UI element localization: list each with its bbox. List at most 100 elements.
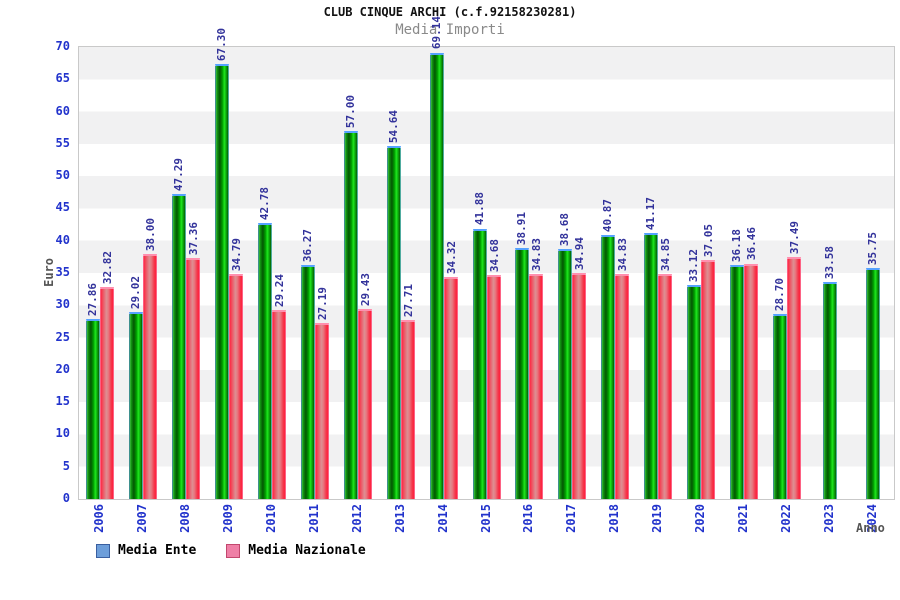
- y-tick-25: 25: [55, 329, 70, 344]
- value-label-media-ente-2016: 38.91: [515, 211, 529, 245]
- value-label-media-ente-2018: 40.87: [601, 198, 615, 233]
- x-tick-2014: 2014: [435, 504, 450, 533]
- bar-media-ente-2015: [472, 228, 487, 499]
- value-label-media-nazionale-2015: 34.68: [487, 238, 501, 273]
- bar-media-nazionale-2016: [529, 274, 544, 499]
- y-tick-45: 45: [55, 200, 70, 215]
- bar-media-nazionale-2009: [229, 274, 244, 499]
- value-label-media-ente-2008: 47.29: [172, 157, 186, 191]
- value-label-media-nazionale-2010: 29.24: [273, 274, 287, 308]
- value-label-media-ente-2012: 57.00: [343, 94, 357, 128]
- bar-media-nazionale-2008: [186, 257, 201, 499]
- bar-media-ente-2017: [558, 249, 573, 499]
- x-tick-2016: 2016: [521, 504, 536, 533]
- y-tick-0: 0: [62, 491, 70, 505]
- x-tick-2021: 2021: [735, 504, 750, 533]
- value-label-media-ente-2021: 36.18: [729, 229, 743, 263]
- y-tick-40: 40: [55, 232, 70, 247]
- x-tick-2008: 2008: [178, 504, 193, 533]
- y-tick-60: 60: [55, 103, 70, 118]
- bar-media-nazionale-2011: [314, 323, 329, 499]
- value-label-media-ente-2019: 41.17: [644, 197, 658, 231]
- bar-media-ente-2014: [429, 52, 444, 499]
- bar-media-nazionale-2017: [572, 273, 587, 499]
- value-label-media-nazionale-2006: 32.82: [101, 250, 115, 285]
- x-tick-2020: 2020: [692, 504, 707, 533]
- bar-media-ente-2019: [644, 233, 659, 499]
- value-label-media-ente-2006: 27.86: [86, 282, 100, 317]
- bar-media-ente-2012: [343, 130, 358, 499]
- bar-media-nazionale-2020: [700, 259, 715, 499]
- value-label-media-nazionale-2008: 37.36: [187, 221, 201, 255]
- value-label-media-nazionale-2021: 36.46: [744, 227, 758, 261]
- value-label-media-nazionale-2020: 37.05: [701, 223, 715, 257]
- bar-media-ente-2024: [865, 268, 880, 499]
- x-tick-2006: 2006: [92, 504, 107, 533]
- bar-media-ente-2022: [772, 313, 787, 499]
- chart-title: CLUB CINQUE ARCHI (c.f.92158230281): [323, 5, 577, 19]
- legend-label-media-nazionale: Media Nazionale: [248, 543, 366, 558]
- value-label-media-ente-2014: 69.14: [429, 16, 443, 50]
- bar-media-nazionale-2013: [400, 320, 415, 499]
- bar-media-ente-2007: [129, 311, 144, 499]
- value-label-media-nazionale-2013: 27.71: [401, 283, 415, 318]
- bar-media-nazionale-2019: [658, 273, 673, 499]
- y-tick-70: 70: [55, 39, 70, 53]
- bar-media-nazionale-2010: [272, 310, 287, 499]
- value-label-media-ente-2011: 36.27: [300, 228, 314, 262]
- chart-subtitle: Media Importi: [395, 22, 505, 38]
- x-tick-2012: 2012: [349, 504, 364, 533]
- value-label-media-nazionale-2011: 27.19: [315, 287, 329, 321]
- y-tick-30: 30: [55, 297, 70, 312]
- bar-media-ente-2008: [172, 193, 187, 499]
- value-label-media-ente-2013: 54.64: [386, 110, 400, 144]
- bar-media-ente-2023: [822, 282, 837, 499]
- bar-media-ente-2018: [601, 235, 616, 499]
- x-tick-2023: 2023: [821, 504, 836, 533]
- value-label-media-nazionale-2007: 38.00: [144, 217, 158, 251]
- bar-media-ente-2009: [215, 64, 230, 499]
- bar-media-ente-2006: [86, 319, 101, 499]
- x-tick-2022: 2022: [778, 504, 793, 533]
- value-label-media-ente-2023: 33.58: [822, 246, 836, 280]
- value-label-media-nazionale-2016: 34.83: [530, 237, 544, 272]
- bar-media-nazionale-2021: [743, 263, 758, 499]
- legend: Media Ente Media Nazionale: [96, 543, 366, 558]
- bar-media-ente-2010: [258, 222, 273, 499]
- value-label-media-ente-2020: 33.12: [686, 249, 700, 283]
- bar-media-ente-2021: [729, 265, 744, 499]
- bar-media-ente-2020: [686, 285, 701, 499]
- y-tick-65: 65: [55, 71, 70, 86]
- bar-media-nazionale-2022: [786, 256, 801, 499]
- value-label-media-ente-2017: 38.68: [558, 213, 572, 247]
- x-axis-label: Anno: [856, 521, 885, 535]
- value-label-media-ente-2022: 28.70: [772, 277, 786, 311]
- bar-media-ente-2011: [300, 264, 315, 499]
- bar-media-nazionale-2007: [143, 253, 158, 499]
- value-label-media-ente-2010: 42.78: [258, 186, 272, 220]
- plot-area: 27.86 32.82 29.02 38.00 47.29 37.36 67.30 34.79…: [78, 16, 895, 500]
- legend-label-media-ente: Media Ente: [118, 543, 197, 558]
- value-label-media-nazionale-2009: 34.79: [230, 238, 244, 272]
- x-tick-2019: 2019: [650, 504, 665, 533]
- x-tick-2009: 2009: [221, 504, 236, 533]
- legend-swatch-media-nazionale-icon: [226, 543, 241, 558]
- value-label-media-nazionale-2018: 34.83: [616, 237, 630, 272]
- y-tick-20: 20: [55, 361, 70, 376]
- y-tick-35: 35: [55, 265, 70, 279]
- x-tick-2013: 2013: [392, 504, 407, 533]
- value-label-media-nazionale-2022: 37.49: [787, 220, 801, 254]
- value-label-media-ente-2007: 29.02: [129, 275, 143, 309]
- x-tick-2011: 2011: [306, 504, 321, 533]
- x-tick-2018: 2018: [607, 504, 622, 533]
- bar-media-nazionale-2018: [615, 274, 630, 499]
- bar-media-nazionale-2012: [357, 308, 372, 499]
- value-label-media-ente-2015: 41.88: [472, 192, 486, 226]
- value-label-media-ente-2024: 35.75: [865, 232, 879, 266]
- x-tick-2017: 2017: [564, 504, 579, 533]
- value-label-media-nazionale-2019: 34.85: [659, 237, 673, 271]
- bar-media-nazionale-2014: [443, 277, 458, 499]
- value-label-media-ente-2009: 67.30: [215, 28, 229, 62]
- legend-swatch-media-ente-icon: [96, 543, 110, 558]
- bar-media-nazionale-2015: [486, 275, 501, 499]
